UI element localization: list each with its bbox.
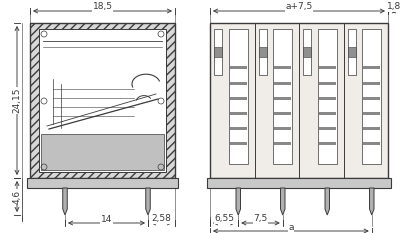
Bar (27, 178, 178, 188)
Text: 6,55: 6,55 (214, 215, 234, 223)
Bar (274, 112, 291, 115)
Bar (304, 47, 311, 57)
Bar (274, 66, 291, 69)
Text: 7,5: 7,5 (253, 215, 268, 223)
Bar (207, 178, 391, 188)
Polygon shape (280, 188, 285, 215)
Bar (210, 23, 388, 178)
Polygon shape (325, 188, 330, 215)
Text: a: a (288, 223, 294, 232)
Bar (319, 112, 336, 115)
Text: 14: 14 (101, 215, 112, 223)
Text: a+7,5: a+7,5 (285, 3, 313, 11)
Bar (274, 97, 291, 100)
Bar (274, 82, 291, 85)
Bar (259, 47, 266, 57)
Bar (274, 142, 291, 145)
Bar (274, 127, 291, 130)
Bar (348, 47, 356, 57)
Bar (363, 97, 380, 100)
Bar (259, 29, 266, 75)
Text: 2,58: 2,58 (152, 215, 172, 223)
Bar (318, 29, 337, 164)
Text: 24,15: 24,15 (12, 88, 22, 113)
Bar (230, 82, 247, 85)
Bar (214, 47, 222, 57)
Bar (363, 66, 380, 69)
Polygon shape (146, 188, 150, 215)
Bar (362, 29, 381, 164)
Text: 1,8: 1,8 (387, 3, 400, 11)
Bar (304, 29, 311, 75)
Bar (319, 127, 336, 130)
Bar (363, 142, 380, 145)
Bar (39, 29, 166, 172)
Polygon shape (63, 188, 67, 215)
Bar (273, 29, 292, 164)
Bar (230, 97, 247, 100)
Bar (214, 29, 222, 75)
Bar (319, 97, 336, 100)
Bar (229, 29, 248, 164)
Polygon shape (236, 188, 240, 215)
Bar (30, 23, 175, 178)
Bar (230, 142, 247, 145)
Bar (363, 127, 380, 130)
Bar (319, 82, 336, 85)
Polygon shape (370, 188, 374, 215)
Bar (348, 29, 356, 75)
Bar (363, 82, 380, 85)
Bar (230, 127, 247, 130)
Text: 4,6: 4,6 (12, 189, 22, 204)
Bar (230, 112, 247, 115)
Text: 18,5: 18,5 (92, 3, 112, 11)
Bar (230, 66, 247, 69)
Bar (319, 66, 336, 69)
Bar (363, 112, 380, 115)
Bar (41, 134, 164, 170)
Bar (319, 142, 336, 145)
